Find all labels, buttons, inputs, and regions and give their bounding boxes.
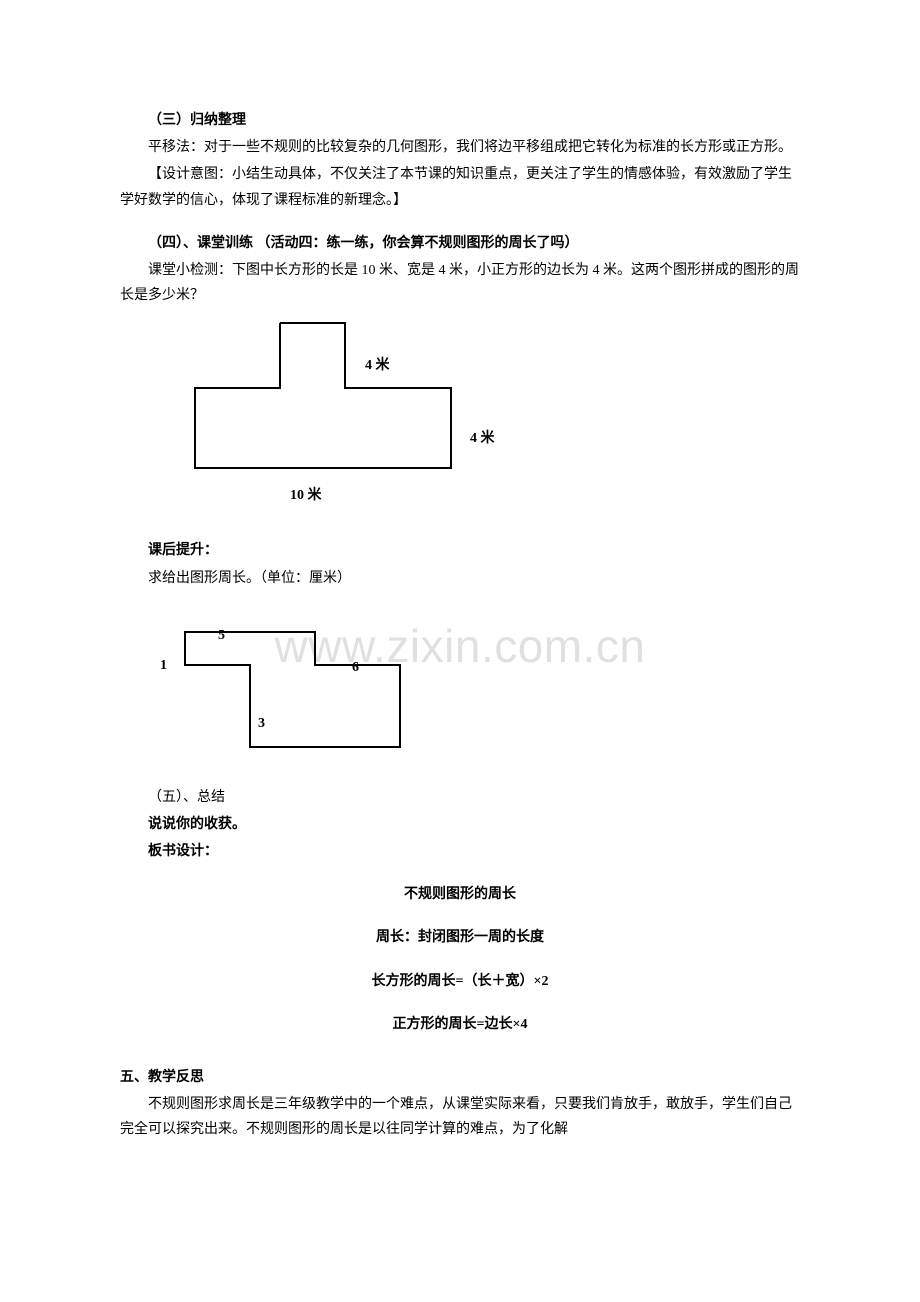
board-l2: 长方形的周长=（长＋宽）×2 bbox=[120, 969, 800, 994]
document-page: （三）归纳整理 平移法：对于一些不规则的比较复杂的几何图形，我们将边平移组成把它… bbox=[0, 0, 920, 1225]
s3-p1: 平移法：对于一些不规则的比较复杂的几何图形，我们将边平移组成把它转化为标准的长方… bbox=[120, 135, 800, 160]
s3-p2: 【设计意图：小结生动具体，不仅关注了本节课的知识重点，更关注了学生的情感体验，有… bbox=[120, 162, 800, 212]
s5-p1: 说说你的收获。 bbox=[120, 812, 800, 837]
s5-p2: 板书设计： bbox=[120, 839, 800, 864]
s4-p1: 课堂小检测：下图中长方形的长是 10 米、宽是 4 米，小正方形的边长为 4 米… bbox=[120, 258, 800, 308]
s3-title: （三）归纳整理 bbox=[120, 108, 800, 133]
part5-title: 五、教学反思 bbox=[120, 1065, 800, 1090]
s5-title: （五）、总结 bbox=[120, 785, 800, 810]
s4-title: （四）、课堂训练 （活动四：练一练，你会算不规则图形的周长了吗） bbox=[120, 231, 800, 256]
after-title: 课后提升： bbox=[120, 538, 800, 563]
figure-1: 4 米4 米10 米 bbox=[120, 318, 800, 538]
board-l3: 正方形的周长=边长×4 bbox=[120, 1012, 800, 1037]
after-p1: 求给出图形周长。（单位：厘米） bbox=[120, 566, 800, 591]
part5-p1: 不规则图形求周长是三年级教学中的一个难点，从课堂实际来看，只要我们肯放手，敢放手… bbox=[120, 1092, 800, 1142]
board-title: 不规则图形的周长 bbox=[120, 882, 800, 907]
board-l1: 周长：封闭图形一周的长度 bbox=[120, 925, 800, 950]
figure-2: 5163 bbox=[120, 597, 800, 767]
